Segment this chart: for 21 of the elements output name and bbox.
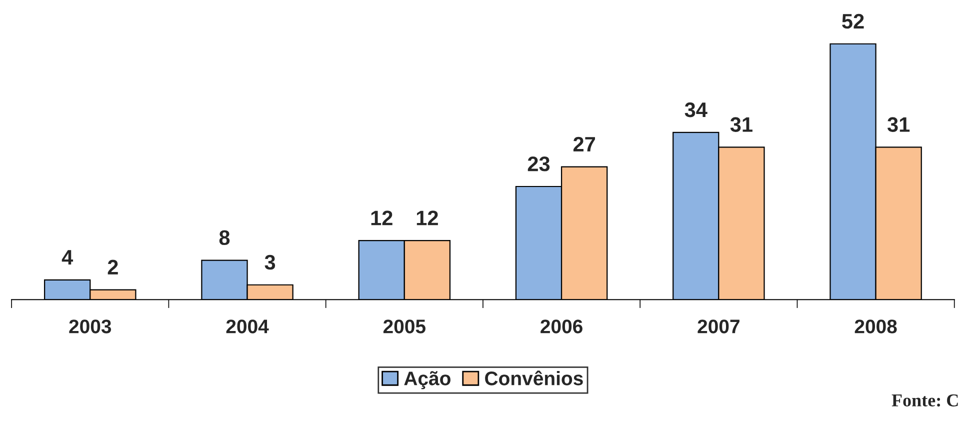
x-tick-label: 2007 (698, 320, 740, 334)
data-label: 12 (416, 210, 438, 226)
data-label: 12 (371, 210, 392, 226)
data-label: 8 (219, 230, 230, 246)
x-tick-label: 2005 (383, 320, 426, 334)
data-label: 27 (573, 136, 595, 152)
x-tick-label: 2004 (226, 320, 269, 334)
data-label: 23 (528, 156, 550, 172)
legend-label: Ação (404, 371, 450, 390)
legend-label: Convênios (485, 370, 583, 386)
x-tick-label: 2008 (854, 320, 897, 334)
data-label: 52 (842, 14, 864, 29)
data-label: 31 (887, 117, 910, 132)
data-label: 31 (730, 117, 752, 132)
data-label: 34 (684, 102, 708, 118)
x-tick-label: 2003 (69, 320, 112, 334)
data-label: 4 (62, 250, 74, 265)
x-tick-label: 2006 (540, 320, 582, 334)
source-note: Fonte: C (892, 394, 958, 407)
data-label: 3 (264, 254, 276, 270)
data-label: 2 (108, 260, 118, 274)
